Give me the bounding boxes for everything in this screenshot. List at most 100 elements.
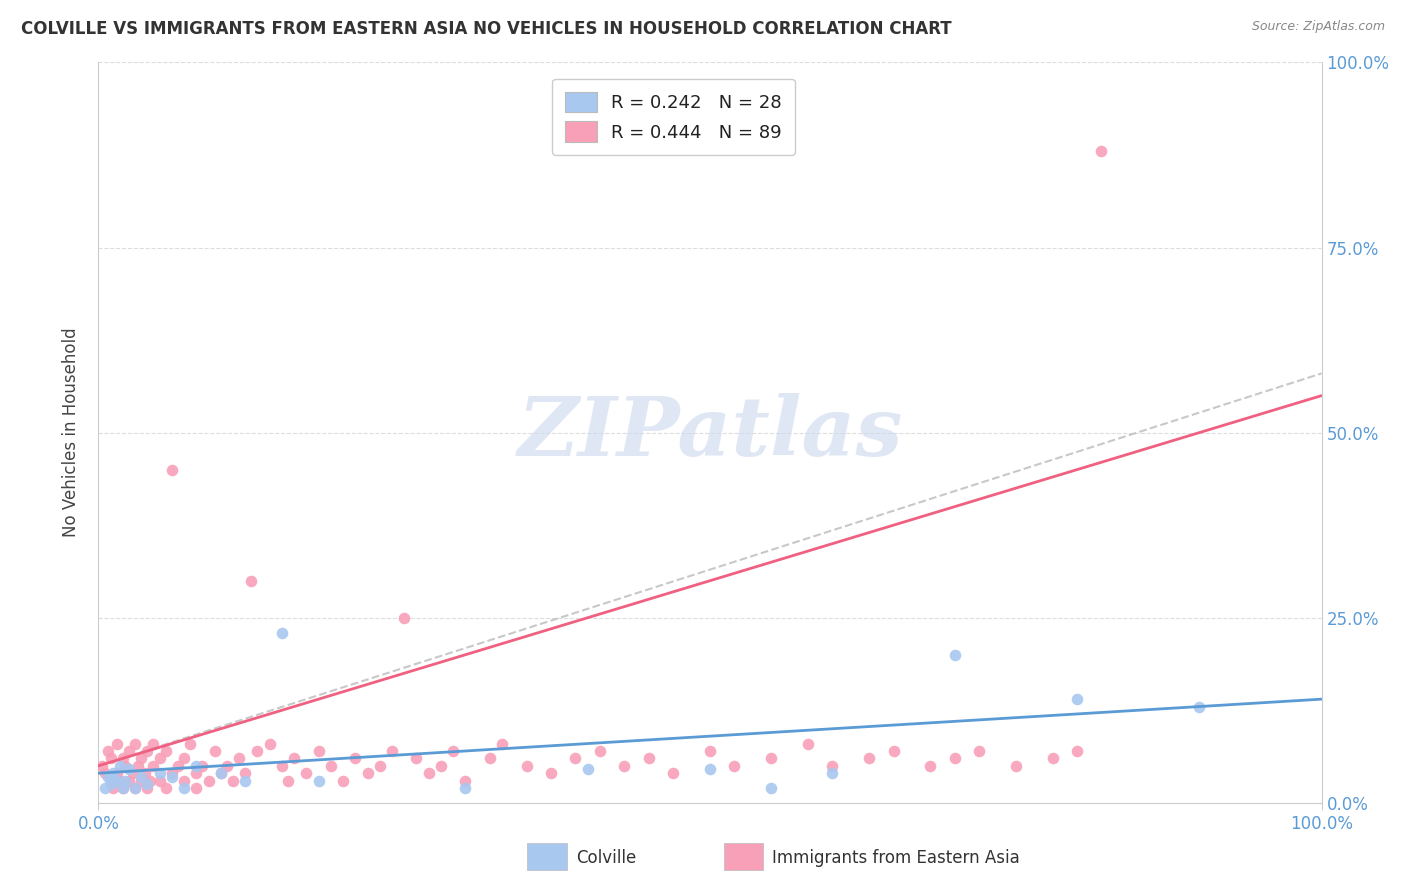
Point <box>121 766 143 780</box>
Point <box>233 773 256 788</box>
Point <box>797 737 820 751</box>
Point <box>441 744 464 758</box>
Point <box>699 744 721 758</box>
Point <box>105 773 128 788</box>
Point <box>101 780 124 795</box>
Point <box>114 773 136 788</box>
Point <box>155 744 177 758</box>
Point <box>723 758 745 772</box>
Point <box>564 751 586 765</box>
Point <box>100 751 122 765</box>
Point <box>246 744 269 758</box>
Point <box>136 777 159 791</box>
Point <box>356 766 378 780</box>
Point <box>259 737 281 751</box>
Point <box>160 766 183 780</box>
Point <box>392 610 416 624</box>
Point <box>883 744 905 758</box>
Text: Colville: Colville <box>576 849 637 867</box>
Point <box>516 758 538 772</box>
Point <box>319 758 342 772</box>
Point <box>637 751 661 765</box>
Y-axis label: No Vehicles in Household: No Vehicles in Household <box>62 327 80 538</box>
Point <box>93 780 115 795</box>
Point <box>491 737 513 751</box>
Point <box>134 766 156 780</box>
Point <box>967 744 990 758</box>
Point <box>97 744 120 758</box>
Point <box>197 773 219 788</box>
Point <box>540 766 562 780</box>
Point <box>118 773 141 788</box>
Point <box>129 751 152 765</box>
Point <box>173 780 195 795</box>
Point <box>295 766 318 780</box>
Point <box>100 773 122 788</box>
Point <box>209 766 232 780</box>
Point <box>1090 145 1112 159</box>
Point <box>344 751 367 765</box>
Point <box>179 737 201 751</box>
Point <box>124 737 146 751</box>
Point <box>114 758 136 772</box>
Point <box>111 780 134 795</box>
Point <box>478 751 501 765</box>
Point <box>100 777 122 791</box>
Point <box>111 751 134 765</box>
Point <box>283 751 305 765</box>
Point <box>1066 692 1088 706</box>
Point <box>139 773 162 788</box>
Point <box>418 766 440 780</box>
Point <box>173 773 195 788</box>
Point <box>381 744 404 758</box>
Point <box>129 773 152 788</box>
Point <box>91 758 114 772</box>
Point <box>186 780 208 795</box>
Legend: R = 0.242   N = 28, R = 0.444   N = 89: R = 0.242 N = 28, R = 0.444 N = 89 <box>553 78 794 155</box>
Point <box>308 744 330 758</box>
Point <box>105 737 128 751</box>
Point <box>142 737 165 751</box>
Point <box>167 758 190 772</box>
Point <box>93 766 115 780</box>
Point <box>101 766 124 780</box>
Point <box>943 648 966 662</box>
Point <box>858 751 880 765</box>
Point <box>191 758 214 772</box>
Text: ZIPatlas: ZIPatlas <box>517 392 903 473</box>
Point <box>270 625 294 640</box>
Text: Immigrants from Eastern Asia: Immigrants from Eastern Asia <box>772 849 1019 867</box>
Point <box>118 763 141 777</box>
Point <box>186 758 208 772</box>
Point <box>142 758 165 772</box>
Point <box>124 780 146 795</box>
Point <box>160 770 183 784</box>
Point <box>110 773 132 788</box>
Point <box>589 744 612 758</box>
Point <box>186 766 208 780</box>
Point <box>129 770 152 784</box>
Point <box>149 773 172 788</box>
Point <box>110 758 132 772</box>
Point <box>1004 758 1026 772</box>
Point <box>920 758 942 772</box>
Point <box>405 751 427 765</box>
Point <box>209 766 232 780</box>
Point <box>576 763 599 777</box>
Point <box>761 751 783 765</box>
Point <box>761 780 783 795</box>
Point <box>454 780 477 795</box>
Point <box>1042 751 1064 765</box>
Point <box>1188 699 1211 714</box>
Point <box>105 766 128 780</box>
Point <box>308 773 330 788</box>
Point <box>430 758 453 772</box>
Point <box>228 751 250 765</box>
Point <box>118 744 141 758</box>
Text: COLVILLE VS IMMIGRANTS FROM EASTERN ASIA NO VEHICLES IN HOUSEHOLD CORRELATION CH: COLVILLE VS IMMIGRANTS FROM EASTERN ASIA… <box>21 20 952 37</box>
Point <box>662 766 685 780</box>
Point <box>332 773 354 788</box>
Point <box>821 758 844 772</box>
Point <box>454 773 477 788</box>
Point <box>233 766 256 780</box>
